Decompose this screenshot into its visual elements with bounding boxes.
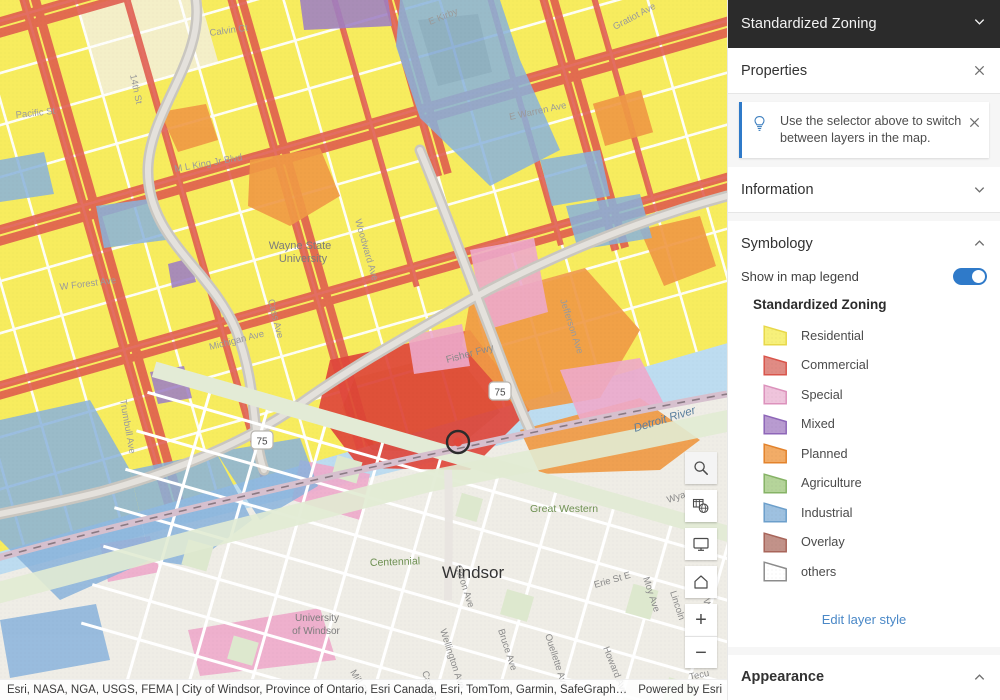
info-banner: Use the selector above to switch between… <box>739 102 989 158</box>
map-label: Windsor <box>442 563 505 582</box>
map-label: Pacific St <box>15 106 56 121</box>
toggle-knob <box>972 270 985 283</box>
map-attribution-bar: Esri, NASA, NGA, USGS, FEMA | City of Wi… <box>0 679 727 700</box>
search-button[interactable] <box>685 452 717 484</box>
attribution-text: Esri, NASA, NGA, USGS, FEMA | City of Wi… <box>7 684 631 696</box>
show-in-map-legend-label: Show in map legend <box>741 269 859 284</box>
legend-item-label: Overlay <box>801 535 845 550</box>
search-icon <box>694 461 708 475</box>
zoom-out-button[interactable]: − <box>685 636 717 668</box>
legend-item: Planned <box>763 439 987 469</box>
legend-title: Standardized Zoning <box>753 297 887 312</box>
minus-icon: − <box>695 641 707 664</box>
legend-swatch <box>763 325 787 346</box>
map-label: University <box>295 613 339 624</box>
information-title: Information <box>741 181 814 198</box>
chevron-down-icon[interactable] <box>973 183 986 196</box>
information-header[interactable]: Information <box>728 167 1000 212</box>
symbology-header[interactable]: Symbology <box>728 221 1000 266</box>
section-gap <box>728 213 1000 221</box>
legend-swatch <box>763 413 787 435</box>
map-label: of Windsor <box>292 626 340 637</box>
legend-item-label: Mixed <box>801 417 835 432</box>
home-button[interactable] <box>685 566 717 598</box>
chevron-down-icon[interactable] <box>973 15 986 33</box>
svg-text:75: 75 <box>256 437 268 448</box>
legend-item-label: Planned <box>801 446 848 461</box>
plus-icon: + <box>695 609 707 631</box>
close-icon[interactable] <box>968 113 981 134</box>
map-canvas[interactable]: 75 75 Wayne State University Windsor Detro <box>0 0 727 700</box>
legend-swatch <box>763 531 787 553</box>
legend-swatch <box>763 472 787 494</box>
divider <box>728 93 1000 94</box>
map-label: University <box>279 253 328 265</box>
legend-item: Commercial <box>763 351 987 381</box>
info-banner-wrap: Use the selector above to switch between… <box>728 94 1000 167</box>
legend-item-label: Special <box>801 387 843 402</box>
svg-text:75: 75 <box>494 388 506 399</box>
symbology-body: Show in map legend Standardized Zoning R… <box>728 266 1000 647</box>
zoom-in-button[interactable]: + <box>685 604 717 636</box>
basemap-globe-icon <box>692 498 709 514</box>
legend-item-label: Commercial <box>801 358 869 373</box>
properties-title: Properties <box>741 62 808 79</box>
appearance-header[interactable]: Appearance <box>728 654 1000 700</box>
legend-swatch <box>763 384 787 405</box>
legend-item-label: Industrial <box>801 505 853 520</box>
layer-selector[interactable]: Standardized Zoning <box>728 0 1000 48</box>
close-icon[interactable] <box>973 64 986 77</box>
map-label: Wayne State <box>269 240 332 252</box>
symbology-title: Symbology <box>741 235 813 252</box>
edit-layer-style-row: Edit layer style <box>741 587 987 647</box>
legend-item-label: others <box>801 564 837 579</box>
legend-swatch <box>763 502 787 523</box>
legend-item: Special <box>763 380 987 410</box>
lightbulb-icon <box>752 113 774 138</box>
legend-item: Industrial <box>763 498 987 528</box>
legend-item: Agriculture <box>763 469 987 499</box>
map-label: Calvin Ct <box>209 23 249 39</box>
divider <box>728 212 1000 213</box>
layer-selector-title: Standardized Zoning <box>741 16 877 32</box>
powered-by-esri: Powered by Esri <box>638 684 722 696</box>
map-viewport[interactable]: 75 75 Wayne State University Windsor Detro <box>0 0 727 700</box>
chevron-up-icon[interactable] <box>973 237 986 250</box>
legend-item: Residential <box>763 321 987 351</box>
map-label: Great Western <box>530 503 598 515</box>
chevron-up-icon[interactable] <box>973 671 986 684</box>
info-banner-text: Use the selector above to switch between… <box>780 114 962 145</box>
legend-item: Overlay <box>763 528 987 558</box>
legend-item: others <box>763 557 987 587</box>
section-gap <box>728 646 1000 655</box>
basemap-button[interactable] <box>685 490 717 522</box>
home-icon <box>694 575 708 589</box>
map-label: Centennial <box>370 555 421 569</box>
properties-panel: Standardized Zoning Properties <box>727 0 1000 700</box>
properties-header[interactable]: Properties <box>728 48 1000 93</box>
monitor-icon <box>693 537 709 551</box>
map-controls[interactable]: + − <box>685 452 717 668</box>
appearance-title: Appearance <box>741 669 825 685</box>
edit-layer-style-link[interactable]: Edit layer style <box>821 611 907 627</box>
legend-item-label: Residential <box>801 328 864 343</box>
show-in-map-legend-row[interactable]: Show in map legend <box>741 266 987 297</box>
legend-item-label: Agriculture <box>801 476 862 491</box>
legend-swatch <box>763 561 787 582</box>
legend-list: Residential Commercial Special Mixed Planned… <box>741 321 987 587</box>
legend-swatch <box>763 354 787 376</box>
show-in-map-legend-toggle[interactable] <box>953 268 987 285</box>
fullscreen-button[interactable] <box>685 528 717 560</box>
legend-item: Mixed <box>763 410 987 440</box>
legend-swatch <box>763 443 787 464</box>
